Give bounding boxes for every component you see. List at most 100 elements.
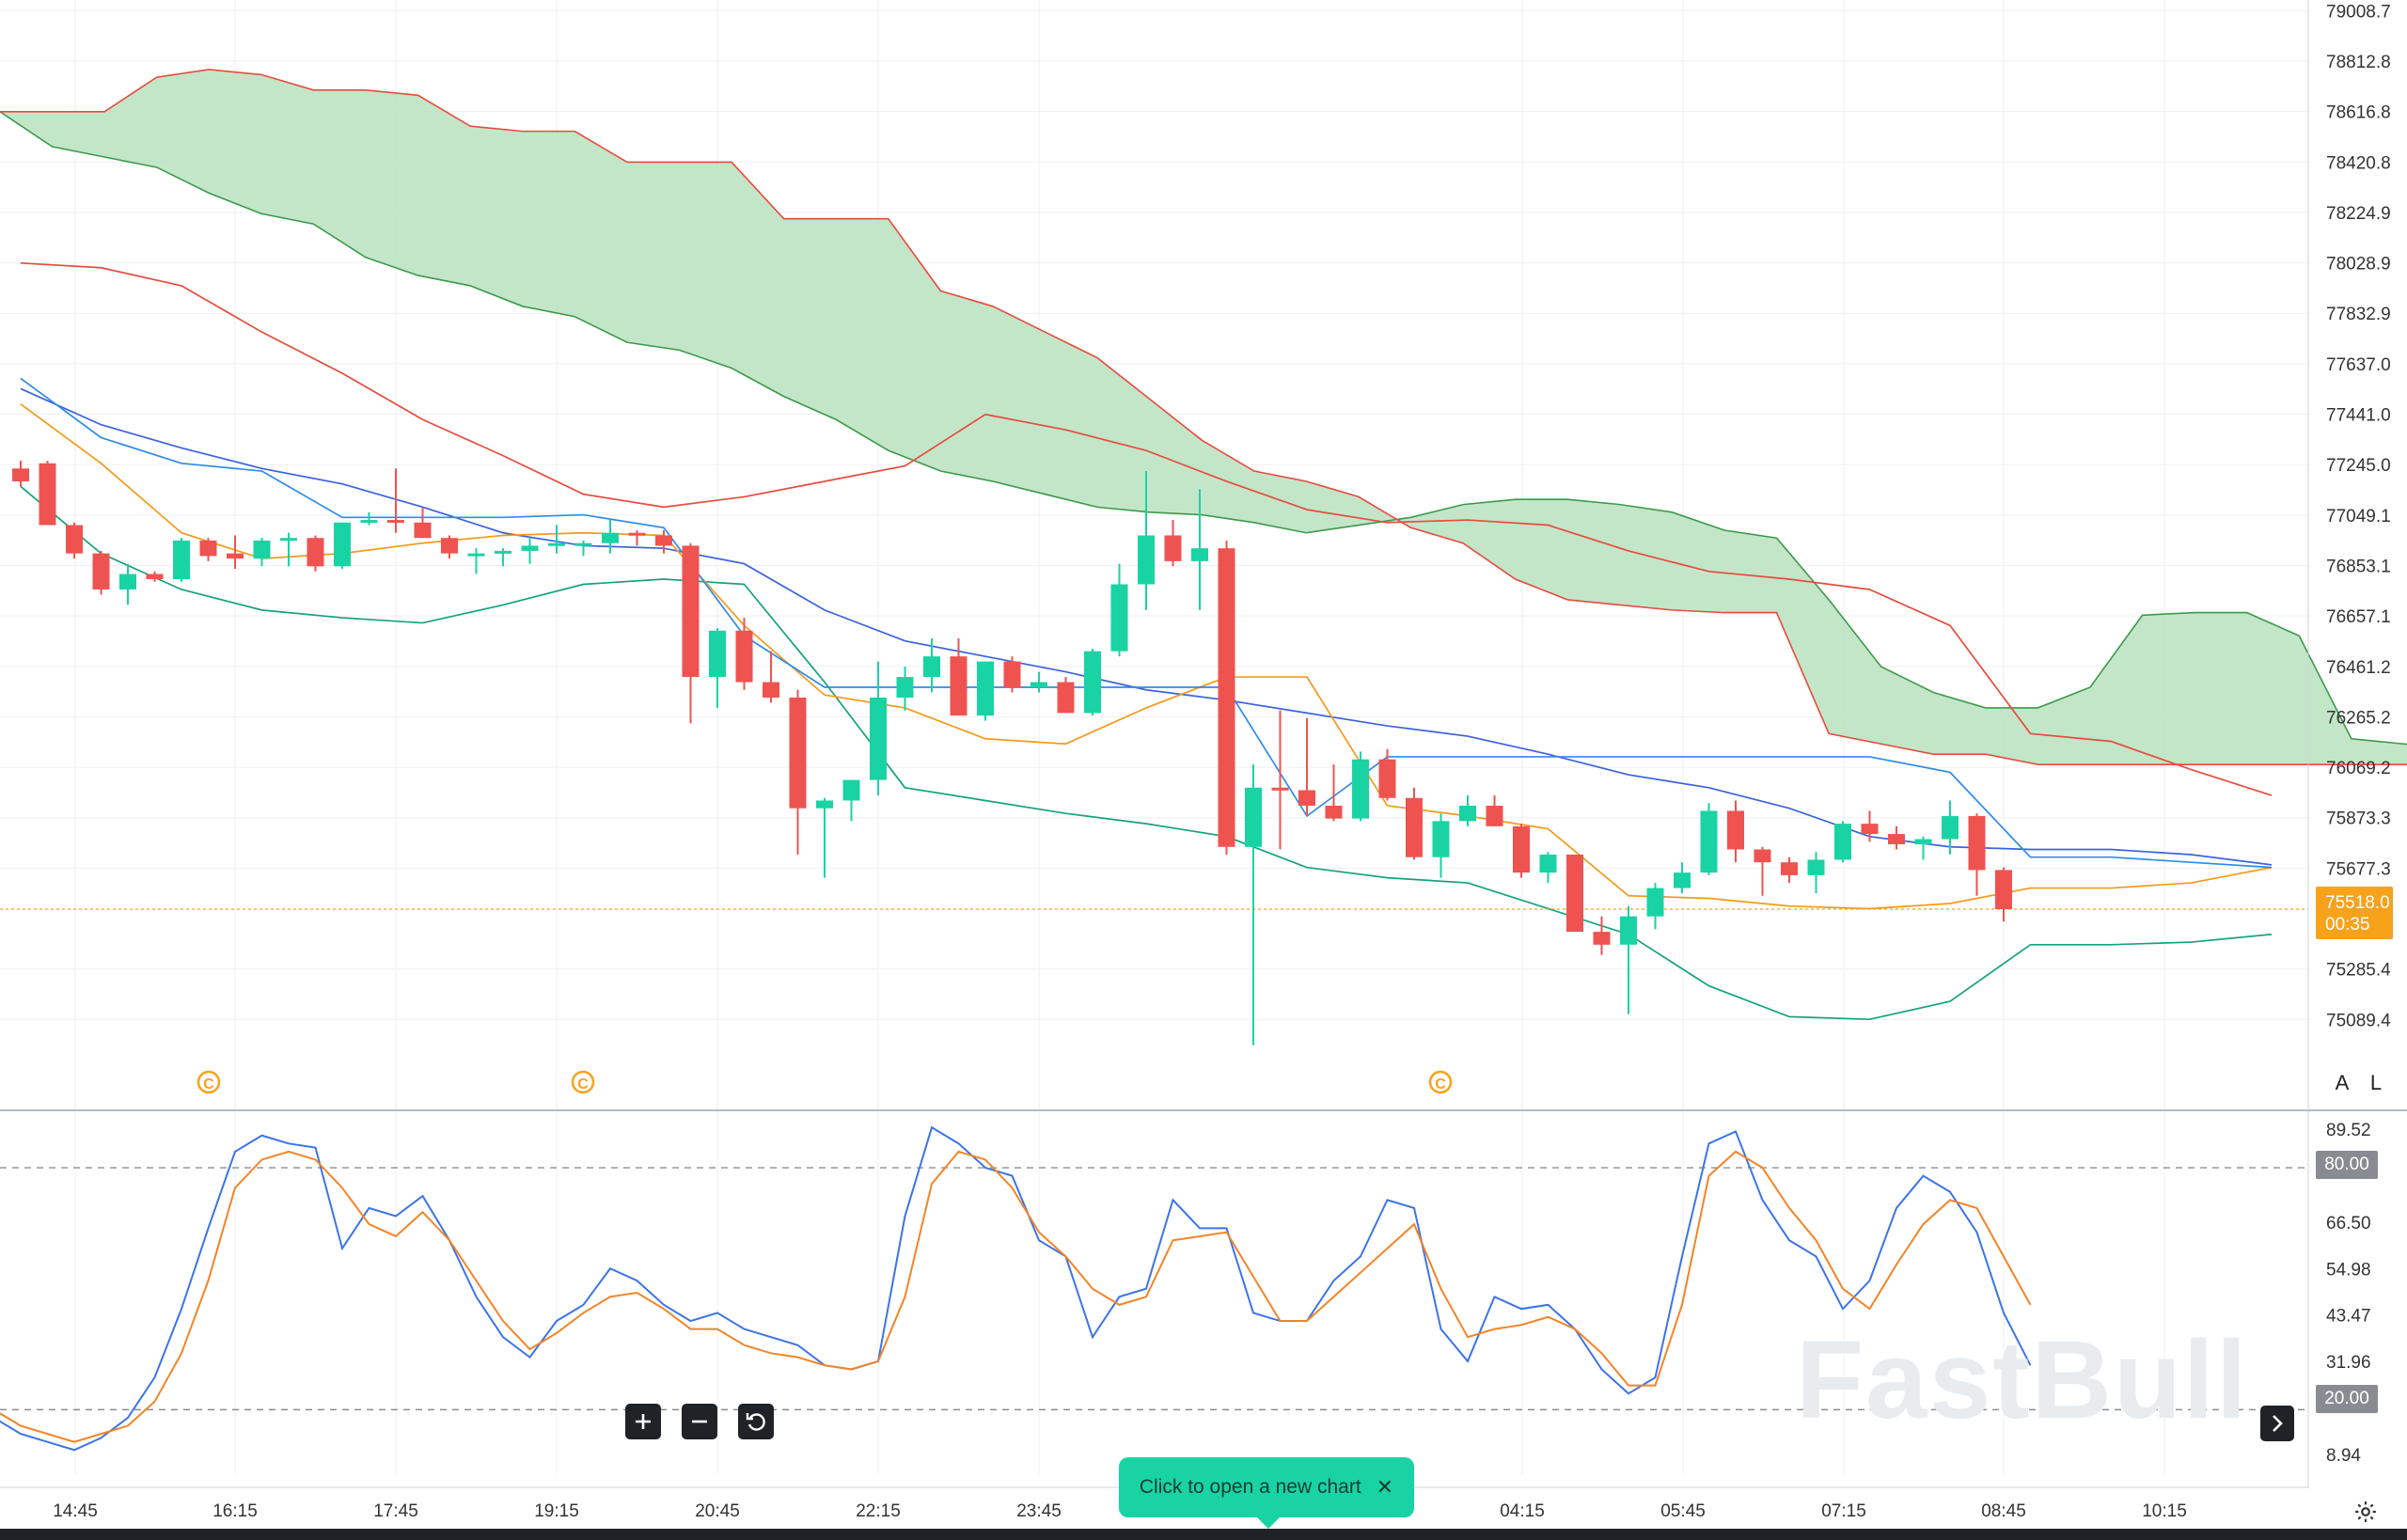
candle-body	[1084, 651, 1101, 714]
candle	[1781, 856, 1798, 884]
y-tick-label: 75285.4	[2326, 961, 2391, 981]
y-tick-label: 77441.0	[2326, 406, 2391, 426]
candle-body	[789, 697, 807, 809]
y-tick-label: 77245.0	[2326, 456, 2391, 476]
candle	[1674, 862, 1691, 894]
osc-tick-label: 54.98	[2326, 1260, 2371, 1280]
candle	[1218, 540, 1235, 855]
candle	[548, 525, 565, 554]
y-tick-label: 76069.2	[2326, 759, 2391, 778]
candle-body	[1486, 805, 1503, 826]
candle	[1513, 824, 1530, 878]
candle	[1914, 836, 1932, 860]
y-tick-label: 78224.9	[2326, 204, 2391, 224]
c-circle-icon: C	[1428, 1070, 1453, 1094]
candle-body	[1164, 535, 1182, 561]
y-tick-label: 77637.0	[2326, 355, 2391, 375]
candle-body	[334, 522, 351, 567]
candle-body	[977, 661, 994, 716]
candle	[1593, 916, 1611, 955]
candle	[1486, 795, 1503, 826]
candle-body	[1942, 815, 1959, 840]
reset-button[interactable]	[738, 1404, 774, 1439]
candle	[763, 651, 779, 703]
candle-body	[1834, 824, 1851, 860]
candle-body	[66, 525, 83, 554]
osc-d-line	[0, 1150, 2032, 1443]
candle	[92, 550, 110, 595]
candle-body	[1727, 810, 1744, 850]
candle	[1807, 852, 1825, 894]
candle-body	[280, 538, 297, 542]
zoom-in-button[interactable]	[625, 1404, 661, 1439]
candle	[1406, 787, 1423, 860]
open-new-chart-button[interactable]: Click to open a new chart ✕	[1119, 1457, 1414, 1529]
osc-tick-label: 31.96	[2326, 1353, 2371, 1373]
candle	[1566, 854, 1583, 933]
candle-body	[173, 540, 190, 580]
marker-letter: C	[203, 1076, 214, 1092]
candle-body	[1620, 916, 1637, 945]
candle-body	[735, 630, 753, 683]
countdown-timer: 00:35	[2325, 915, 2370, 935]
candle-body	[628, 532, 646, 536]
osc-k-line	[0, 1125, 2032, 1452]
osc-tick-label: 89.52	[2326, 1121, 2371, 1140]
candle-body	[1674, 872, 1691, 888]
osc-tick-label: 8.94	[2326, 1446, 2361, 1466]
osc-tick-label: 43.47	[2326, 1307, 2371, 1327]
last-price-tag: 75518.0 00:35	[2316, 887, 2393, 939]
candle	[1164, 520, 1182, 567]
candle	[1888, 825, 1905, 850]
candle-body	[1646, 888, 1664, 917]
candle-body	[1003, 661, 1021, 688]
candle	[1325, 764, 1343, 822]
candle	[1110, 563, 1128, 657]
candle	[360, 511, 378, 526]
candle-body	[923, 656, 940, 678]
candle-body	[1888, 834, 1905, 845]
x-tick-label: 16:15	[212, 1501, 258, 1521]
candle	[521, 538, 539, 564]
upper-band-line	[20, 261, 2273, 796]
candle-body	[1781, 862, 1798, 875]
zoom-out-button[interactable]	[682, 1404, 717, 1439]
candle-body	[1138, 535, 1155, 585]
y-tick-label: 78812.8	[2326, 53, 2391, 72]
log-scale-button[interactable]: L	[2369, 1071, 2383, 1094]
y-tick-label: 78616.8	[2326, 103, 2391, 123]
candle-body	[1378, 759, 1396, 798]
close-icon[interactable]: ✕	[1376, 1475, 1394, 1499]
candle-body	[1298, 790, 1315, 806]
candle	[923, 637, 940, 693]
candle	[977, 661, 994, 721]
candle-body	[1030, 682, 1047, 688]
candle-body	[360, 520, 378, 524]
level-20-tag: 20.00	[2316, 1385, 2378, 1413]
candle-body	[441, 538, 458, 554]
osc-tick-label: 66.50	[2326, 1214, 2371, 1234]
candle	[709, 628, 726, 708]
y-tick-label: 78420.8	[2326, 153, 2391, 173]
scroll-right-button[interactable]	[2260, 1406, 2294, 1441]
candle-body	[1566, 854, 1583, 933]
candle	[870, 661, 887, 795]
candle	[1138, 471, 1155, 610]
x-tick-label: 14:45	[53, 1501, 98, 1521]
gear-icon[interactable]	[2353, 1500, 2378, 1524]
candle-body	[1539, 854, 1557, 873]
candle	[1191, 489, 1208, 610]
x-tick-label: 05:45	[1660, 1501, 1706, 1521]
candle	[199, 538, 217, 561]
candle	[66, 522, 83, 559]
span-b-line	[0, 69, 2407, 765]
candle	[1700, 803, 1718, 875]
candle	[1942, 800, 1959, 855]
candle	[1539, 852, 1557, 884]
x-tick-label: 22:15	[856, 1501, 901, 1521]
candle	[628, 530, 646, 546]
candle-body	[1593, 932, 1611, 945]
candle-body	[1191, 548, 1208, 561]
auto-scale-button[interactable]: A	[2335, 1071, 2350, 1094]
